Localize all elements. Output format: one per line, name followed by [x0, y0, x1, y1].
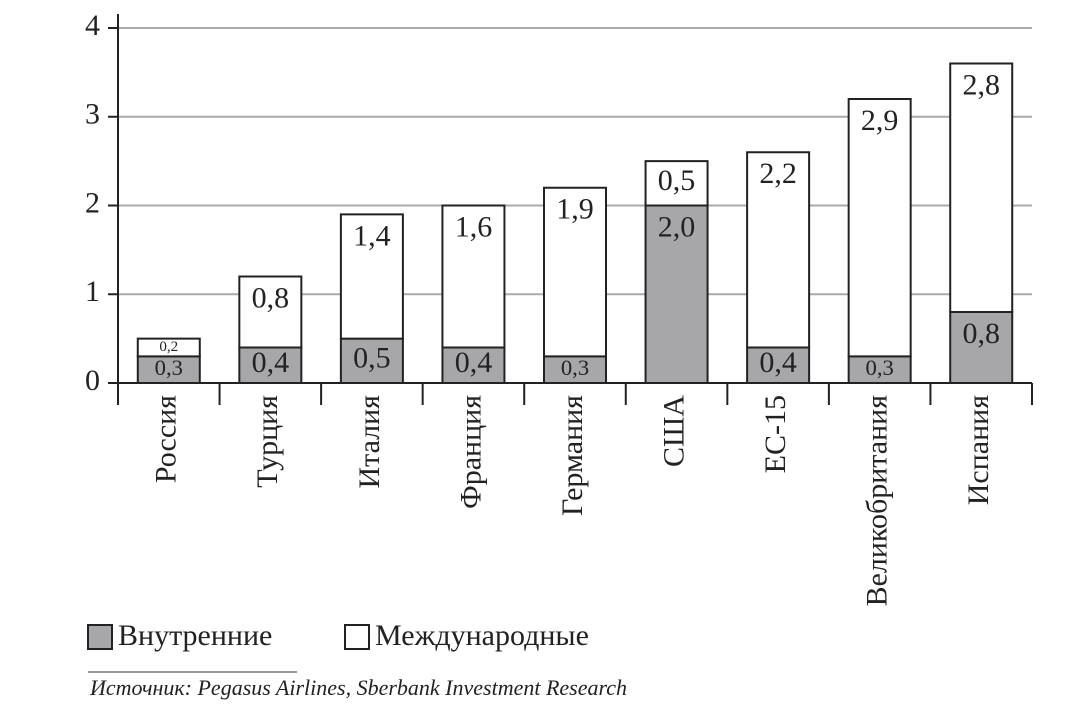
bar-segment [644, 160, 709, 207]
x-tick-label: Россия [150, 395, 183, 483]
bar-segment [644, 204, 709, 384]
value-label: 1,6 [455, 210, 493, 243]
value-label: 0,3 [866, 355, 894, 380]
bar-segment [847, 355, 912, 384]
x-tick-label: Италия [353, 395, 386, 489]
bar-segment [746, 346, 811, 384]
bar-segment [543, 186, 607, 358]
bar-segment [238, 275, 303, 349]
x-tick-label: Германия [556, 395, 589, 516]
value-label: 2,8 [962, 68, 1000, 101]
bar-segment [847, 98, 912, 358]
bar-segment [949, 62, 1014, 313]
value-label: 0,3 [561, 355, 589, 380]
x-tick-label: Великобритания [861, 395, 894, 607]
bar-segment [441, 204, 506, 349]
x-tick-label: США [657, 395, 690, 467]
x-tick-label: ЕС-15 [759, 395, 792, 473]
value-label: 0,3 [155, 355, 183, 380]
value-label: 0,5 [658, 164, 696, 197]
x-tick-label: Испания [962, 395, 995, 505]
bar-segment [238, 346, 303, 384]
value-label: 0,4 [759, 346, 797, 379]
value-label: 1,4 [353, 219, 391, 252]
source: Источник: Pegasus Airlines, Sberbank Inv… [89, 675, 627, 700]
legend-label: Международные [375, 619, 589, 652]
value-label: 2,9 [861, 104, 899, 137]
bar-segment [339, 337, 404, 384]
value-label: 0,2 [159, 339, 178, 355]
y-tick-label: 3 [85, 98, 100, 131]
bar-segment [136, 355, 201, 384]
legend-label: Внутренние [118, 619, 272, 652]
y-tick-label: 0 [85, 364, 100, 397]
value-label: 1,9 [556, 193, 594, 226]
y-tick-label: 1 [85, 275, 100, 308]
bar-segment [136, 337, 201, 358]
x-tick-label: Франция [454, 395, 487, 509]
value-label: 2,2 [759, 157, 797, 190]
legend-swatch [87, 624, 113, 650]
value-label: 0,4 [455, 346, 493, 379]
value-label: 2,0 [658, 210, 696, 243]
bar-segment [746, 151, 811, 349]
value-label: 0,4 [252, 346, 290, 379]
x-tick-label: Турция [251, 395, 284, 488]
value-label: 0,8 [252, 281, 290, 314]
value-label: 0,5 [353, 342, 391, 375]
bar-segment [339, 213, 404, 340]
bar-segment [949, 311, 1014, 384]
bar-segment [543, 355, 607, 384]
y-tick-label: 2 [85, 186, 100, 219]
y-tick-label: 4 [85, 9, 100, 42]
value-label: 0,8 [962, 317, 1000, 350]
legend-swatch [344, 624, 370, 650]
